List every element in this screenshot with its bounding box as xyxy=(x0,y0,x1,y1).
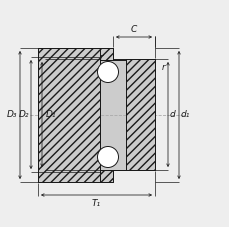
Circle shape xyxy=(97,146,118,168)
Text: d: d xyxy=(169,111,175,119)
Bar xyxy=(100,48,112,59)
Text: T₁: T₁ xyxy=(92,199,101,208)
Text: D₁: D₁ xyxy=(46,111,56,119)
Bar xyxy=(100,170,112,182)
Text: d₁: d₁ xyxy=(180,111,190,119)
Bar xyxy=(112,59,125,170)
Text: r: r xyxy=(161,64,165,72)
Text: r: r xyxy=(99,52,102,62)
Circle shape xyxy=(97,62,118,82)
Text: D₂: D₂ xyxy=(18,111,29,119)
Bar xyxy=(100,59,112,170)
Bar xyxy=(125,59,154,170)
Text: D₃: D₃ xyxy=(6,111,17,119)
Bar xyxy=(38,48,100,182)
Text: C: C xyxy=(130,25,136,34)
